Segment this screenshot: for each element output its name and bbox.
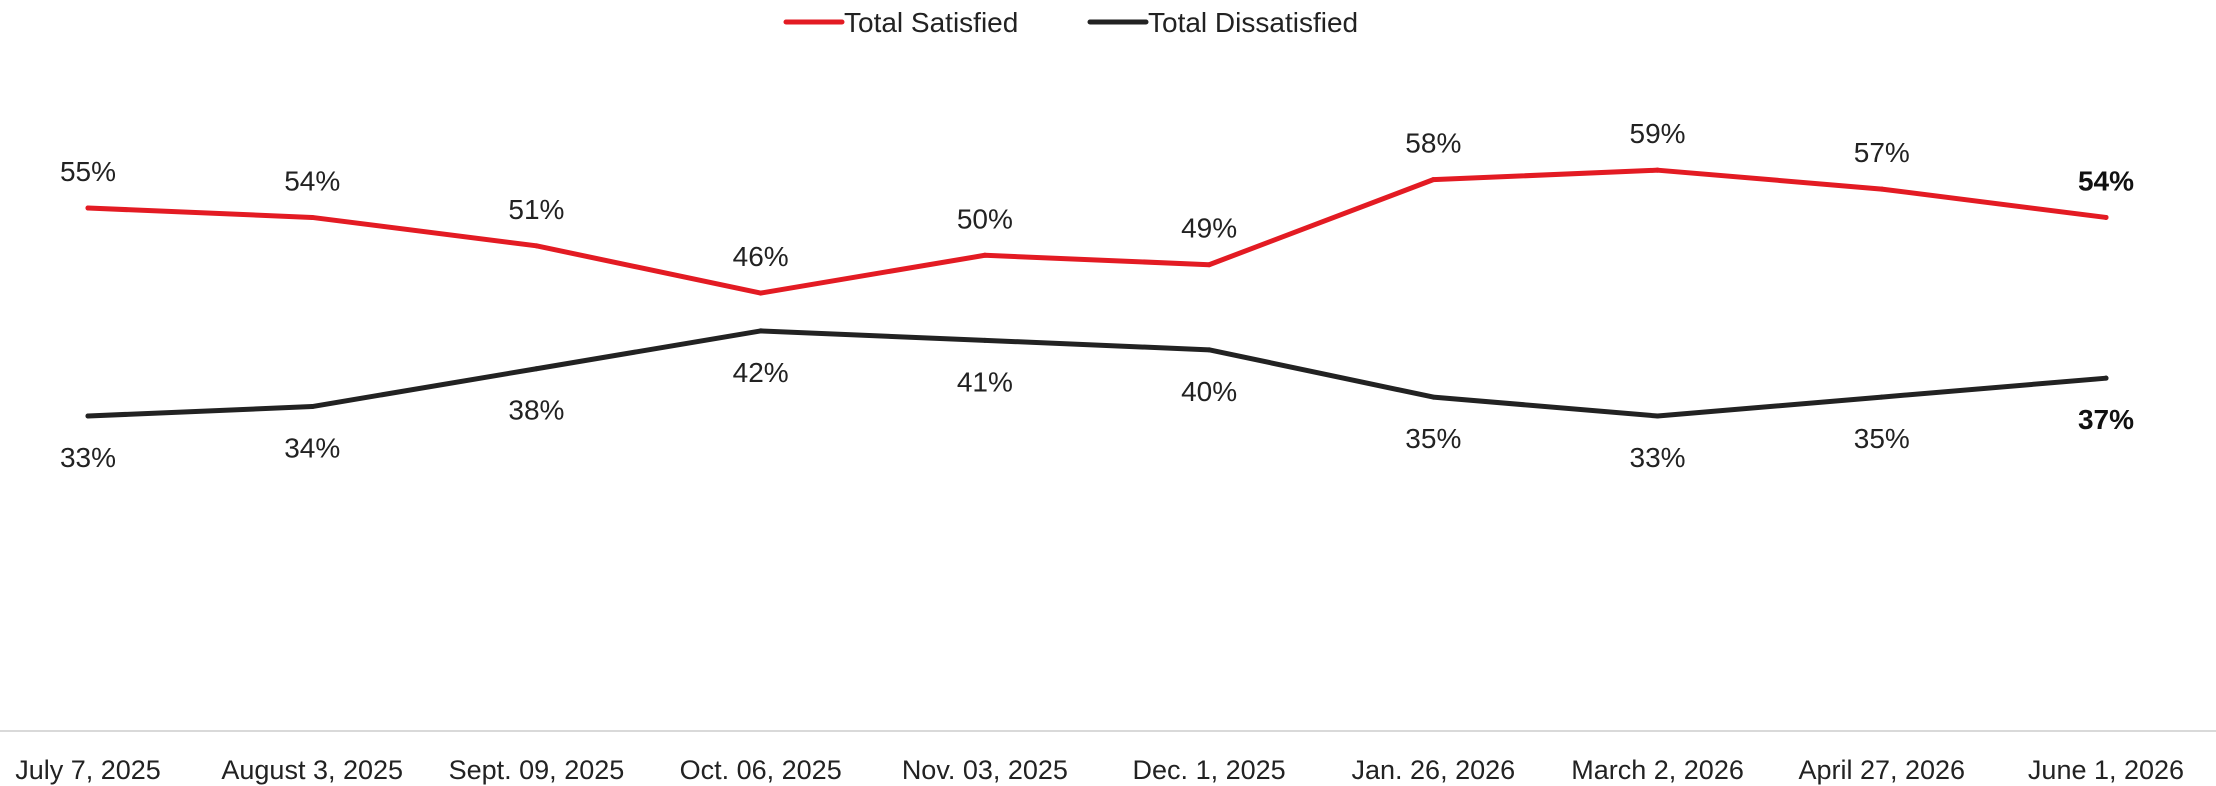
series-layer (85, 167, 2109, 419)
data-point-total-dissatisfied-6 (1430, 394, 1436, 400)
x-tick-label-3: Oct. 06, 2025 (680, 755, 842, 785)
x-tick-label-1: August 3, 2025 (221, 755, 403, 785)
data-label-total-dissatisfied-6: 35% (1405, 423, 1461, 454)
series-line-total-dissatisfied (85, 328, 2109, 419)
data-label-total-satisfied-5: 49% (1181, 213, 1237, 244)
data-point-total-dissatisfied-9 (2103, 375, 2109, 381)
data-label-total-satisfied-7: 59% (1630, 118, 1686, 149)
data-point-total-satisfied-7 (1655, 167, 1661, 173)
data-label-total-satisfied-3: 46% (733, 241, 789, 272)
x-tick-label-5: Dec. 1, 2025 (1133, 755, 1286, 785)
data-label-total-satisfied-2: 51% (508, 194, 564, 225)
data-point-total-dissatisfied-2 (533, 366, 539, 372)
data-point-total-satisfied-1 (309, 214, 315, 220)
data-label-total-dissatisfied-3: 42% (733, 357, 789, 388)
data-label-total-dissatisfied-2: 38% (508, 395, 564, 426)
x-tick-label-8: April 27, 2026 (1798, 755, 1965, 785)
data-label-total-satisfied-6: 58% (1405, 128, 1461, 159)
chart-legend: Total Satisfied Total Dissatisfied (783, 7, 1358, 38)
data-point-total-satisfied-8 (1879, 186, 1885, 192)
data-point-total-satisfied-4 (982, 252, 988, 258)
legend-item-total-satisfied: Total Satisfied (783, 7, 1018, 38)
x-tick-label-4: Nov. 03, 2025 (902, 755, 1068, 785)
x-axis: July 7, 2025 August 3, 2025 Sept. 09, 2025… (15, 755, 2184, 785)
data-point-total-dissatisfied-0 (85, 413, 91, 419)
data-label-total-dissatisfied-1: 34% (284, 433, 340, 464)
data-point-total-satisfied-2 (533, 243, 539, 249)
data-point-total-satisfied-3 (758, 290, 764, 296)
data-label-layer: 55% 54% 51% 46% 50% 49% 58% 59% 57% 54% 33% 34% 38% 4… (60, 118, 2134, 473)
x-tick-label-7: March 2, 2026 (1571, 755, 1744, 785)
data-point-total-dissatisfied-8 (1879, 394, 1885, 400)
data-label-total-satisfied-1: 54% (284, 165, 340, 196)
legend-label-total-satisfied: Total Satisfied (844, 7, 1018, 38)
data-point-total-dissatisfied-1 (309, 404, 315, 410)
series-line-total-satisfied (85, 167, 2109, 296)
data-label-total-dissatisfied-8: 35% (1854, 423, 1910, 454)
data-label-total-satisfied-8: 57% (1854, 137, 1910, 168)
x-tick-label-6: Jan. 26, 2026 (1352, 755, 1516, 785)
data-point-total-dissatisfied-5 (1206, 347, 1212, 353)
data-label-total-satisfied-9: 54% (2078, 165, 2134, 196)
data-label-total-dissatisfied-4: 41% (957, 366, 1013, 397)
legend-label-total-dissatisfied: Total Dissatisfied (1148, 7, 1358, 38)
legend-item-total-dissatisfied: Total Dissatisfied (1087, 7, 1358, 38)
data-point-total-satisfied-6 (1430, 177, 1436, 183)
data-point-total-dissatisfied-4 (982, 337, 988, 343)
data-label-total-satisfied-0: 55% (60, 156, 116, 187)
data-point-total-satisfied-0 (85, 205, 91, 211)
data-label-total-satisfied-4: 50% (957, 203, 1013, 234)
data-point-total-satisfied-5 (1206, 262, 1212, 268)
data-label-total-dissatisfied-5: 40% (1181, 376, 1237, 407)
x-tick-label-9: June 1, 2026 (2028, 755, 2184, 785)
data-label-total-dissatisfied-7: 33% (1630, 442, 1686, 473)
x-tick-label-0: July 7, 2025 (15, 755, 161, 785)
data-point-total-satisfied-9 (2103, 214, 2109, 220)
x-tick-label-2: Sept. 09, 2025 (449, 755, 625, 785)
data-label-total-dissatisfied-0: 33% (60, 442, 116, 473)
data-point-total-dissatisfied-3 (758, 328, 764, 334)
data-label-total-dissatisfied-9: 37% (2078, 404, 2134, 435)
data-point-total-dissatisfied-7 (1655, 413, 1661, 419)
